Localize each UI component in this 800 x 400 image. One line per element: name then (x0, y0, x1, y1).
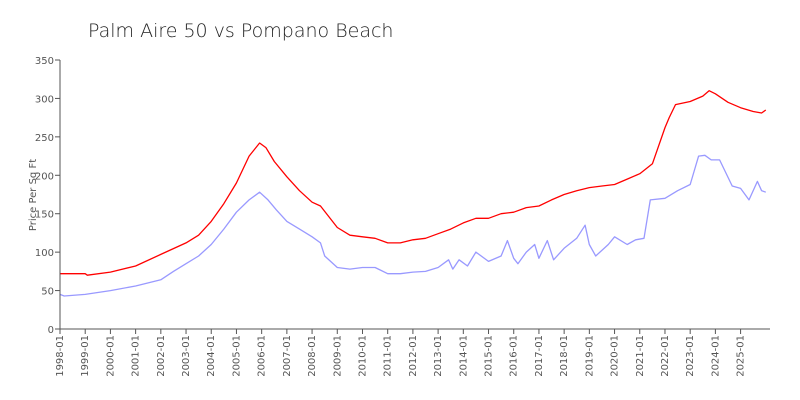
x-tick-label: 2002-01 (156, 335, 167, 377)
y-tick-label: 150 (35, 210, 54, 221)
x-tick-label: 2004-01 (206, 335, 217, 377)
x-tick-label: 1999-01 (80, 335, 91, 377)
x-tick-label: 2016-01 (509, 335, 520, 377)
x-tick-label: 2013-01 (433, 335, 444, 377)
x-tick-label: 2011-01 (383, 335, 394, 377)
x-tick-label: 1998-01 (55, 335, 66, 377)
x-tick-label: 2001-01 (131, 335, 142, 377)
x-tick-label: 2008-01 (307, 335, 318, 377)
y-axis: 0 50 100 150 200 250 300 350 (35, 56, 60, 336)
y-tick-label: 250 (35, 133, 54, 144)
series-line-2 (59, 154, 767, 297)
x-tick-label: 2009-01 (332, 335, 343, 377)
x-tick-label: 2021-01 (635, 335, 646, 377)
y-axis-label: Price Per Sq Ft (28, 159, 39, 231)
y-tick-label: 300 (35, 94, 54, 105)
x-axis: 1998-01 1999-01 2000-01 2001-01 2002-01 2003-… (55, 329, 747, 377)
chart-title: Palm Aire 50 vs Pompano Beach (88, 20, 393, 42)
x-tick-label: 2018-01 (559, 335, 570, 377)
x-tick-label: 2007-01 (282, 335, 293, 377)
x-tick-label: 2015-01 (484, 335, 495, 377)
x-tick-label: 2010-01 (357, 335, 368, 377)
x-tick-label: 2014-01 (458, 335, 469, 377)
series-layer (59, 90, 767, 297)
x-tick-label: 2012-01 (408, 335, 419, 377)
x-tick-label: 2023-01 (685, 335, 696, 377)
x-tick-label: 2003-01 (181, 335, 192, 377)
x-tick-label: 2022-01 (660, 335, 671, 377)
y-tick-label: 0 (48, 325, 54, 336)
x-tick-label: 2020-01 (610, 335, 621, 377)
x-tick-label: 2006-01 (257, 335, 268, 377)
x-tick-label: 2000-01 (105, 335, 116, 377)
y-tick-label: 50 (41, 287, 54, 298)
x-tick-label: 2005-01 (231, 335, 242, 377)
y-tick-label: 200 (35, 171, 54, 182)
x-tick-label: 2017-01 (534, 335, 545, 377)
series-line-1 (60, 90, 767, 276)
y-tick-label: 350 (35, 56, 54, 67)
y-tick-label: 100 (35, 248, 54, 259)
x-tick-label: 2025-01 (736, 335, 747, 377)
x-tick-label: 2024-01 (710, 335, 721, 377)
x-tick-label: 2019-01 (584, 335, 595, 377)
